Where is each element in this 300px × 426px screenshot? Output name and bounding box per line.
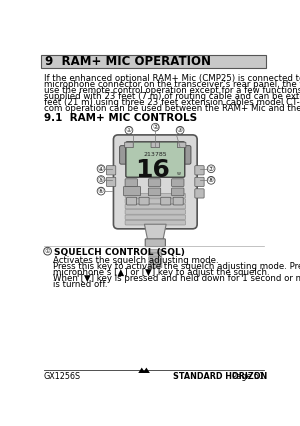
Text: w: w (176, 171, 181, 176)
Polygon shape (138, 368, 145, 373)
Text: Press this key to activate the squelch adjusting mode. Press the: Press this key to activate the squelch a… (53, 262, 300, 271)
FancyBboxPatch shape (161, 197, 171, 205)
Text: is turned off.: is turned off. (53, 280, 107, 289)
FancyBboxPatch shape (113, 135, 197, 229)
FancyBboxPatch shape (127, 197, 137, 205)
Text: use the remote control operation except for a few functions. The RAM+ Mic: use the remote control operation except … (44, 86, 300, 95)
Text: feet (21 m) using three 23 feet extension cables model CT-100. The inter-: feet (21 m) using three 23 feet extensio… (44, 98, 300, 107)
FancyBboxPatch shape (106, 177, 116, 187)
FancyBboxPatch shape (145, 239, 165, 247)
Text: ①: ① (126, 127, 132, 133)
FancyBboxPatch shape (151, 142, 160, 147)
FancyBboxPatch shape (195, 166, 204, 175)
Text: microphone connector on the transceiver’s rear panel, the transceiver can: microphone connector on the transceiver’… (44, 80, 300, 89)
Text: com operation can be used between the RAM+ Mic and the transceiver.: com operation can be used between the RA… (44, 104, 300, 113)
Text: ⑦: ⑦ (208, 166, 214, 172)
Text: STANDARD HORIZON: STANDARD HORIZON (173, 372, 267, 381)
Circle shape (97, 176, 105, 184)
FancyBboxPatch shape (149, 257, 162, 260)
FancyBboxPatch shape (149, 265, 162, 268)
Circle shape (207, 176, 215, 184)
Text: ②: ② (152, 124, 158, 130)
Circle shape (152, 124, 159, 131)
Text: GX1256S: GX1256S (44, 372, 81, 381)
FancyBboxPatch shape (149, 261, 162, 264)
FancyBboxPatch shape (125, 220, 185, 225)
FancyBboxPatch shape (125, 179, 137, 187)
Text: SQUELCH CONTROL (SQL): SQUELCH CONTROL (SQL) (54, 248, 185, 257)
FancyBboxPatch shape (148, 188, 161, 196)
FancyBboxPatch shape (120, 146, 191, 164)
FancyBboxPatch shape (149, 253, 162, 256)
Text: 16: 16 (135, 158, 170, 182)
Circle shape (125, 127, 133, 134)
Text: Activates the squelch adjusting mode.: Activates the squelch adjusting mode. (53, 256, 219, 265)
Circle shape (176, 127, 184, 134)
FancyBboxPatch shape (172, 179, 184, 187)
FancyBboxPatch shape (125, 199, 185, 204)
Circle shape (97, 165, 105, 173)
FancyBboxPatch shape (195, 177, 204, 187)
Text: ⑧: ⑧ (208, 177, 214, 183)
FancyBboxPatch shape (195, 189, 204, 198)
FancyBboxPatch shape (126, 142, 185, 177)
Text: When [▼] key is pressed and held down for 1 second or more, the squelch: When [▼] key is pressed and held down fo… (53, 274, 300, 283)
FancyBboxPatch shape (177, 142, 186, 147)
FancyBboxPatch shape (173, 197, 183, 205)
Text: Page 51: Page 51 (232, 372, 264, 381)
FancyBboxPatch shape (125, 193, 185, 198)
Text: ①: ① (45, 249, 50, 253)
Circle shape (44, 248, 52, 255)
FancyBboxPatch shape (125, 142, 133, 147)
Text: microphone’s [▲] or [▼] key to adjust the squelch.: microphone’s [▲] or [▼] key to adjust th… (53, 268, 270, 277)
Text: If the enhanced optional RAM+ Mic (CMP25) is connected to the remote: If the enhanced optional RAM+ Mic (CMP25… (44, 74, 300, 83)
FancyBboxPatch shape (124, 187, 141, 196)
Circle shape (207, 165, 215, 173)
Text: 9.1  RAM+ MIC CONTROLS: 9.1 RAM+ MIC CONTROLS (44, 113, 197, 124)
FancyBboxPatch shape (148, 179, 161, 187)
Polygon shape (145, 224, 166, 239)
FancyBboxPatch shape (125, 215, 185, 219)
Text: ⑤: ⑤ (98, 176, 104, 183)
Polygon shape (143, 368, 150, 373)
Text: 9  RAM+ MIC OPERATION: 9 RAM+ MIC OPERATION (45, 55, 211, 68)
Text: ④: ④ (98, 166, 104, 172)
FancyBboxPatch shape (139, 197, 149, 205)
Text: 213785: 213785 (143, 152, 167, 157)
FancyBboxPatch shape (172, 188, 184, 196)
Text: supplied with 23 feet (7 m) of routing cable and can be extended up to 70: supplied with 23 feet (7 m) of routing c… (44, 92, 300, 101)
FancyBboxPatch shape (106, 166, 116, 175)
Text: ⑥: ⑥ (98, 188, 104, 194)
FancyBboxPatch shape (149, 249, 162, 252)
FancyBboxPatch shape (125, 210, 185, 214)
Bar (41, 55, 266, 68)
FancyBboxPatch shape (125, 204, 185, 209)
Circle shape (97, 187, 105, 195)
Text: ③: ③ (177, 127, 183, 133)
